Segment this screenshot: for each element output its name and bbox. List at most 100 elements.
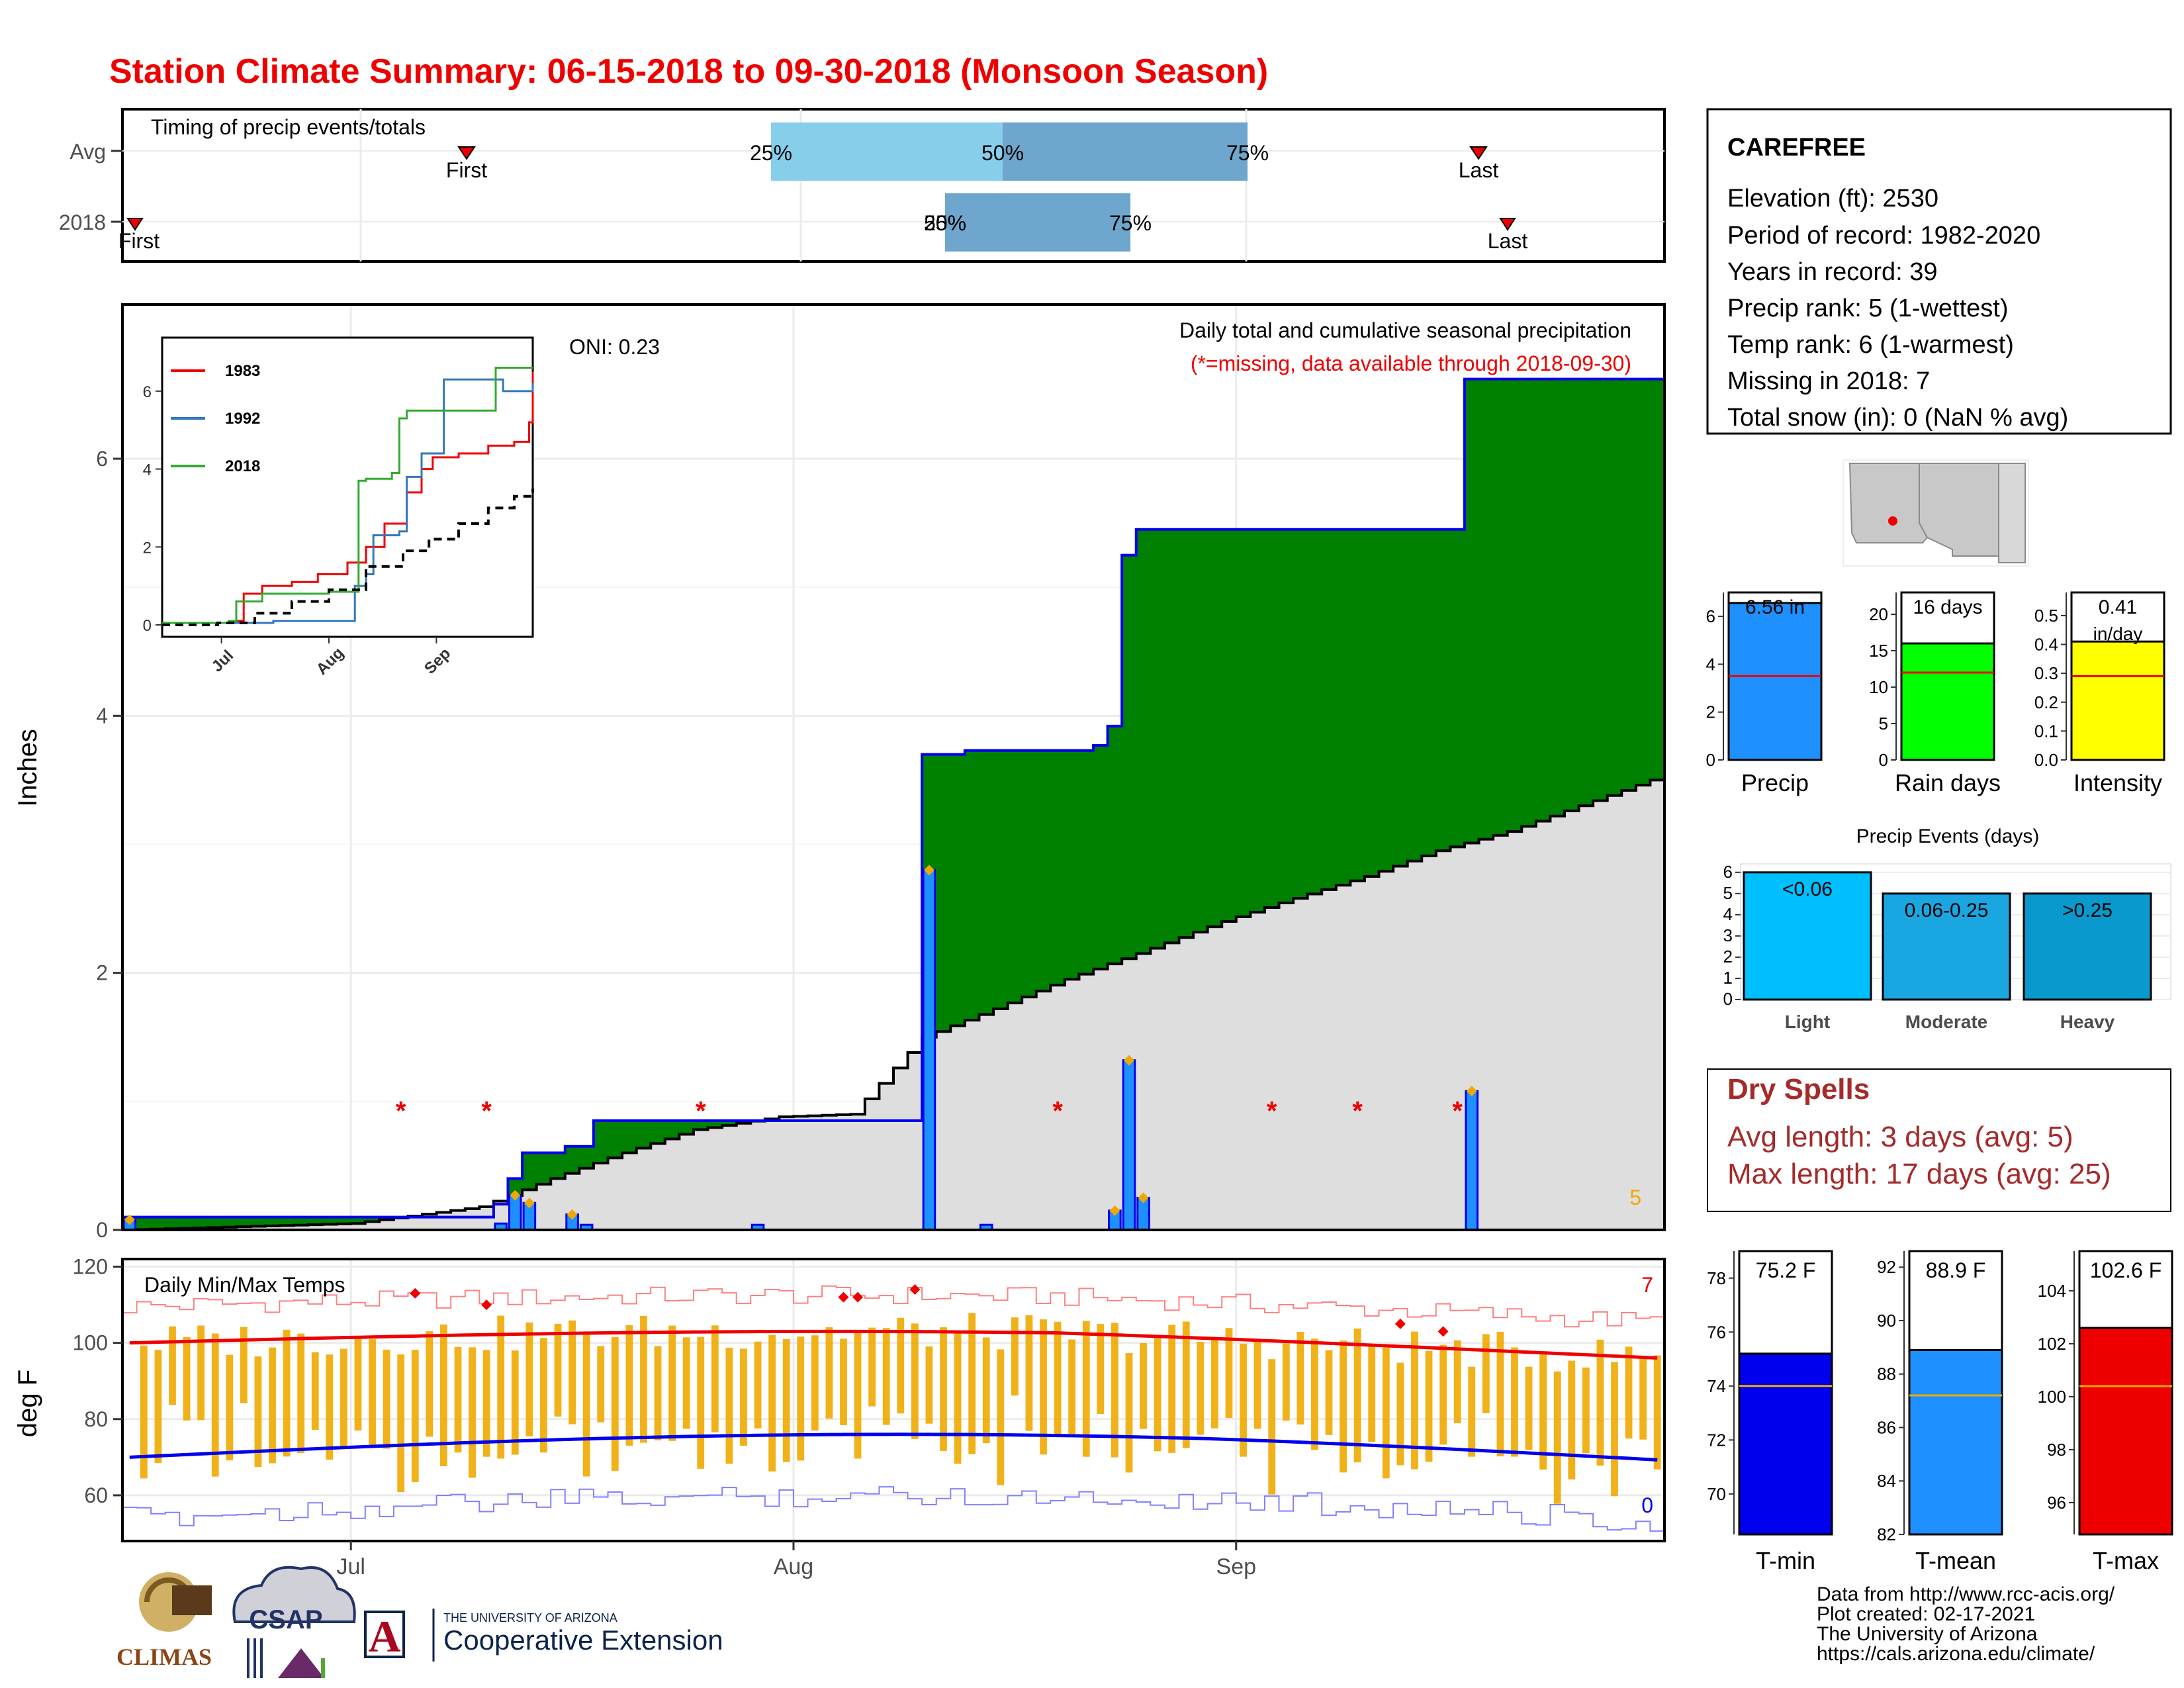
daily-temp-range-bar <box>1125 1353 1133 1473</box>
station-period: Period of record: 1982-2020 <box>1727 222 2040 250</box>
daily-temp-range-bar <box>240 1327 248 1403</box>
precip-departure-segment <box>1422 529 1437 856</box>
station-location-dot <box>1888 516 1897 526</box>
temp-summary-bar-1: 82 84 86 88 90 92 88.9 F T-mean <box>1877 1250 2003 1574</box>
daily-temp-range-bar <box>1611 1362 1618 1497</box>
precip-departure-segment <box>979 750 994 1015</box>
temp-ytick-label: 120 <box>73 1255 108 1279</box>
precip-departure-segment <box>1450 529 1465 847</box>
precip-departure-segment <box>1407 529 1422 861</box>
daily-max-marker <box>1123 1055 1134 1066</box>
summary-value-unit: in/day <box>2093 624 2143 644</box>
missing-day-marker: * <box>1452 1096 1463 1125</box>
summary-value-label: 16 days <box>1913 596 1982 618</box>
ua-bottom-text: Cooperative Extension <box>443 1624 723 1656</box>
daily-temp-range-bar <box>1025 1315 1033 1431</box>
climas-logo: CLIMAS <box>116 1572 212 1670</box>
precip-departure-segment <box>622 1120 637 1153</box>
daily-temp-range-bar <box>797 1336 805 1461</box>
record-high-line <box>122 1285 1664 1328</box>
summary-ytick-label: 0.0 <box>2034 750 2058 770</box>
footer-plot-created: Plot created: 02-17-2021 <box>1817 1603 2035 1625</box>
station-elevation: Elevation (ft): 2530 <box>1727 185 1938 212</box>
daily-temp-range-bar <box>1511 1347 1518 1457</box>
daily-temp-range-bar <box>668 1325 676 1441</box>
summary-bar-2: 0.0 0.1 0.2 0.3 0.4 0.5 0.41 in/day Intensity <box>2034 591 2165 796</box>
daily-temp-range-bar <box>868 1327 876 1407</box>
precip-departure-segment <box>608 1120 623 1158</box>
precip-departure-segment <box>179 1217 195 1229</box>
daily-temp-range-bar <box>226 1354 234 1461</box>
precip-departure-segment <box>1007 750 1023 1004</box>
precip-departure-segment <box>693 1120 709 1130</box>
precip-departure-segment <box>679 1120 694 1135</box>
daily-temp-range-bar <box>997 1349 1005 1485</box>
precip-departure-segment <box>551 1152 566 1179</box>
precip-departure-segment <box>1207 529 1222 927</box>
timing-2018-first-label: First <box>118 229 159 253</box>
temp-grid <box>122 1259 1664 1541</box>
daily-max-marker <box>1466 1086 1477 1097</box>
daily-temp-range-bar <box>897 1317 905 1414</box>
summary-bar-label: Rain days <box>1895 769 2001 796</box>
daily-temp-range-bar <box>1353 1328 1361 1463</box>
precip-departure-segment <box>522 1152 537 1190</box>
precip-departure-segment <box>208 1217 223 1228</box>
precip-departure-segment <box>193 1217 209 1228</box>
daily-temp-range-bar <box>625 1325 633 1446</box>
precip-missing-markers: * * * * * * * <box>396 1096 1463 1125</box>
precip-departure-segment <box>1479 379 1494 839</box>
event-bar-label: Light <box>1785 1011 1830 1032</box>
average-high-line <box>129 1329 1658 1360</box>
daily-temp-range-bar <box>968 1313 976 1454</box>
precip-departure-segment <box>593 1120 609 1164</box>
inset-ytick-label: 6 <box>143 383 152 401</box>
inset-series-1983 <box>162 371 534 624</box>
station-missing: Missing in 2018: 7 <box>1727 367 1930 395</box>
daily-max-marker <box>567 1209 578 1220</box>
footer-url: https://cals.arizona.edu/climate/ <box>1817 1643 2095 1665</box>
daily-temp-range-bar <box>426 1331 433 1437</box>
summary-value-label: 0.41 <box>2099 596 2137 618</box>
record-low-line <box>122 1486 1664 1532</box>
precip-departure-segment <box>1578 379 1594 806</box>
timing-avg-p50: 50% <box>981 141 1024 165</box>
precip-departure-segment <box>293 1217 309 1225</box>
daily-temp-range-bar <box>1225 1328 1233 1419</box>
timing-2018-p75: 75% <box>1109 211 1152 235</box>
temp-summary-ytick-label: 92 <box>1877 1257 1896 1277</box>
events-title: Precip Events (days) <box>1856 825 2040 847</box>
temp-ylabel: deg F <box>13 1370 42 1437</box>
precip-departure-segment <box>964 750 980 1021</box>
inset-legend-label: 1992 <box>225 410 260 428</box>
record-high-marker <box>481 1299 492 1311</box>
daily-temp-range-bar <box>1168 1325 1176 1453</box>
daily-temp-range-bar <box>554 1323 562 1417</box>
climas-logo-text: CLIMAS <box>116 1644 212 1670</box>
timing-row-avg-label: Avg <box>69 140 106 164</box>
temp-summary-ytick-label: 96 <box>2047 1493 2066 1513</box>
precip-departure-segment <box>1222 529 1237 921</box>
daily-temp-range-bar <box>711 1325 719 1432</box>
event-bar-label: Moderate <box>1905 1011 1987 1032</box>
daily-temp-range-bar <box>1340 1340 1347 1473</box>
daily-temp-range-bar <box>297 1333 305 1454</box>
event-bar <box>1743 871 1872 1001</box>
temp-summary-value-bar <box>2078 1327 2173 1536</box>
events-ytick-label: 5 <box>1723 883 1733 903</box>
footer-institution: The University of Arizona <box>1817 1623 2038 1645</box>
oni-label: ONI: 0.23 <box>569 335 660 359</box>
daily-temp-range-bar <box>582 1333 590 1477</box>
temp-summary-value-bar <box>1908 1348 2003 1536</box>
precip-departure-segment <box>1535 379 1551 821</box>
page-title: Station Climate Summary: 06-15-2018 to 0… <box>109 52 1268 91</box>
dry-spells-max: Max length: 17 days (avg: 25) <box>1727 1158 2111 1190</box>
temp-summary-ytick-label: 84 <box>1877 1471 1896 1491</box>
daily-temp-range-bar <box>326 1354 334 1460</box>
timing-avg-first-marker <box>457 146 476 160</box>
timing-2018-bar <box>945 193 1130 252</box>
precip-departure-segment <box>379 1217 394 1220</box>
inset-ytick-label: 0 <box>143 617 152 635</box>
record-high-marker <box>410 1288 421 1299</box>
summary-value-bar <box>2070 640 2165 761</box>
